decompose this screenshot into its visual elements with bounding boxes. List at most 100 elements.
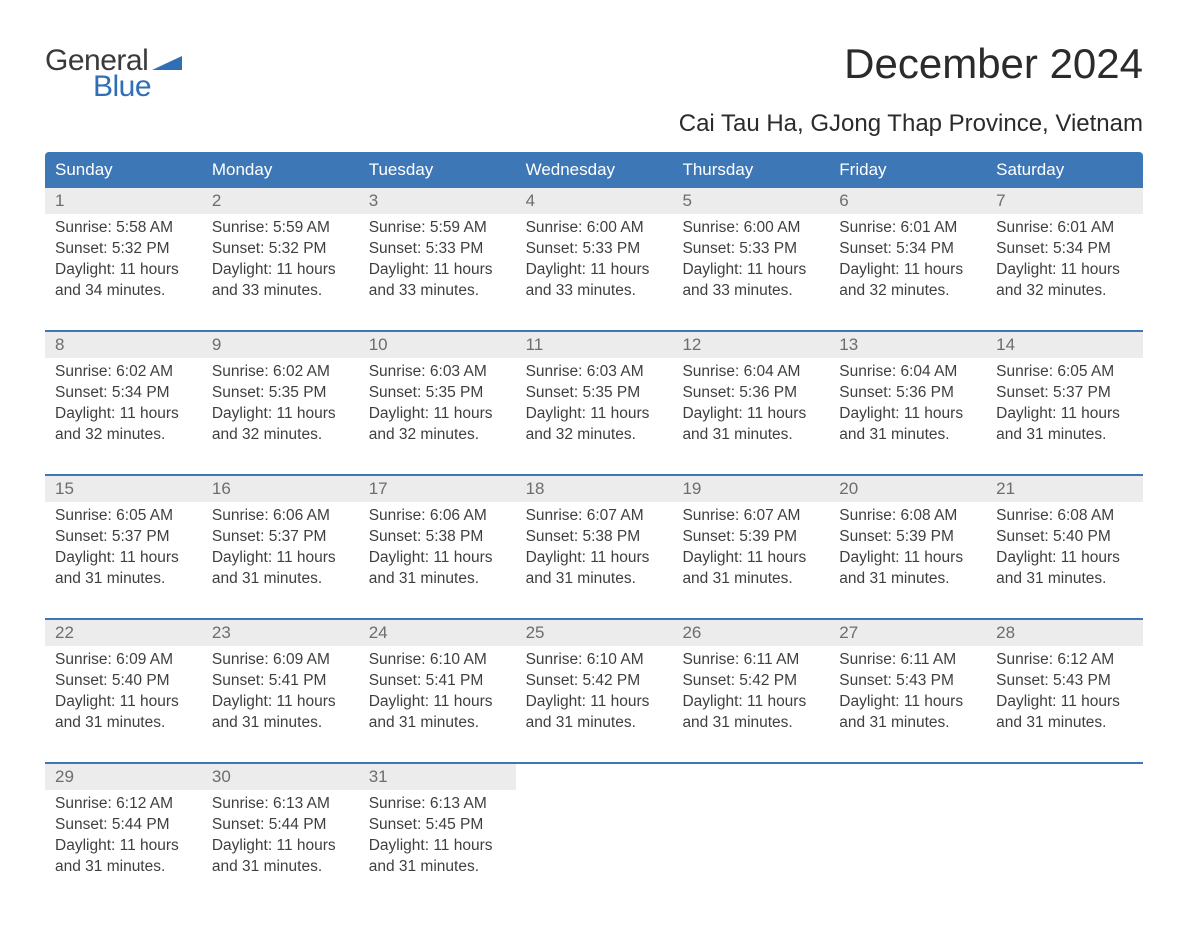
day-cell: 23Sunrise: 6:09 AMSunset: 5:41 PMDayligh… — [202, 620, 359, 748]
day-cell: 8Sunrise: 6:02 AMSunset: 5:34 PMDaylight… — [45, 332, 202, 460]
day-cell: 12Sunrise: 6:04 AMSunset: 5:36 PMDayligh… — [672, 332, 829, 460]
day-cell: 3Sunrise: 5:59 AMSunset: 5:33 PMDaylight… — [359, 188, 516, 316]
day-header: Tuesday — [359, 152, 516, 188]
day-details: Sunrise: 5:58 AMSunset: 5:32 PMDaylight:… — [45, 214, 202, 302]
day-number: 12 — [672, 332, 829, 358]
day-cell: 14Sunrise: 6:05 AMSunset: 5:37 PMDayligh… — [986, 332, 1143, 460]
day-header: Thursday — [672, 152, 829, 188]
day-number: 6 — [829, 188, 986, 214]
day-cell: 13Sunrise: 6:04 AMSunset: 5:36 PMDayligh… — [829, 332, 986, 460]
day-header: Friday — [829, 152, 986, 188]
day-details: Sunrise: 6:00 AMSunset: 5:33 PMDaylight:… — [516, 214, 673, 302]
day-details: Sunrise: 5:59 AMSunset: 5:32 PMDaylight:… — [202, 214, 359, 302]
day-header: Monday — [202, 152, 359, 188]
day-details: Sunrise: 6:05 AMSunset: 5:37 PMDaylight:… — [45, 502, 202, 590]
day-number: 18 — [516, 476, 673, 502]
day-cell: 29Sunrise: 6:12 AMSunset: 5:44 PMDayligh… — [45, 764, 202, 892]
day-number: 5 — [672, 188, 829, 214]
day-number: 24 — [359, 620, 516, 646]
day-cell: 16Sunrise: 6:06 AMSunset: 5:37 PMDayligh… — [202, 476, 359, 604]
day-header: Sunday — [45, 152, 202, 188]
day-details: Sunrise: 6:12 AMSunset: 5:44 PMDaylight:… — [45, 790, 202, 878]
day-cell: 22Sunrise: 6:09 AMSunset: 5:40 PMDayligh… — [45, 620, 202, 748]
day-number: 11 — [516, 332, 673, 358]
day-number: 21 — [986, 476, 1143, 502]
day-details: Sunrise: 6:07 AMSunset: 5:38 PMDaylight:… — [516, 502, 673, 590]
day-cell: 30Sunrise: 6:13 AMSunset: 5:44 PMDayligh… — [202, 764, 359, 892]
day-details: Sunrise: 6:04 AMSunset: 5:36 PMDaylight:… — [672, 358, 829, 446]
day-cell — [829, 764, 986, 892]
calendar: SundayMondayTuesdayWednesdayThursdayFrid… — [45, 152, 1143, 892]
day-number: 3 — [359, 188, 516, 214]
logo: General Blue — [45, 46, 182, 102]
day-cell: 28Sunrise: 6:12 AMSunset: 5:43 PMDayligh… — [986, 620, 1143, 748]
day-number: 7 — [986, 188, 1143, 214]
day-details: Sunrise: 6:11 AMSunset: 5:42 PMDaylight:… — [672, 646, 829, 734]
day-number: 20 — [829, 476, 986, 502]
week-row: 15Sunrise: 6:05 AMSunset: 5:37 PMDayligh… — [45, 474, 1143, 604]
day-number: 25 — [516, 620, 673, 646]
day-cell — [986, 764, 1143, 892]
week-row: 22Sunrise: 6:09 AMSunset: 5:40 PMDayligh… — [45, 618, 1143, 748]
day-details: Sunrise: 6:08 AMSunset: 5:39 PMDaylight:… — [829, 502, 986, 590]
day-cell: 11Sunrise: 6:03 AMSunset: 5:35 PMDayligh… — [516, 332, 673, 460]
day-cell: 19Sunrise: 6:07 AMSunset: 5:39 PMDayligh… — [672, 476, 829, 604]
day-cell: 7Sunrise: 6:01 AMSunset: 5:34 PMDaylight… — [986, 188, 1143, 316]
day-details: Sunrise: 6:13 AMSunset: 5:44 PMDaylight:… — [202, 790, 359, 878]
day-details: Sunrise: 6:09 AMSunset: 5:40 PMDaylight:… — [45, 646, 202, 734]
day-cell: 10Sunrise: 6:03 AMSunset: 5:35 PMDayligh… — [359, 332, 516, 460]
day-details: Sunrise: 5:59 AMSunset: 5:33 PMDaylight:… — [359, 214, 516, 302]
day-cell: 6Sunrise: 6:01 AMSunset: 5:34 PMDaylight… — [829, 188, 986, 316]
day-number: 23 — [202, 620, 359, 646]
day-cell: 9Sunrise: 6:02 AMSunset: 5:35 PMDaylight… — [202, 332, 359, 460]
day-details: Sunrise: 6:01 AMSunset: 5:34 PMDaylight:… — [829, 214, 986, 302]
day-details: Sunrise: 6:03 AMSunset: 5:35 PMDaylight:… — [516, 358, 673, 446]
day-details: Sunrise: 6:07 AMSunset: 5:39 PMDaylight:… — [672, 502, 829, 590]
day-details: Sunrise: 6:00 AMSunset: 5:33 PMDaylight:… — [672, 214, 829, 302]
day-header: Saturday — [986, 152, 1143, 188]
day-number: 19 — [672, 476, 829, 502]
day-number: 30 — [202, 764, 359, 790]
week-row: 8Sunrise: 6:02 AMSunset: 5:34 PMDaylight… — [45, 330, 1143, 460]
day-details: Sunrise: 6:11 AMSunset: 5:43 PMDaylight:… — [829, 646, 986, 734]
day-number: 31 — [359, 764, 516, 790]
day-number: 22 — [45, 620, 202, 646]
day-number: 4 — [516, 188, 673, 214]
day-number: 2 — [202, 188, 359, 214]
day-details: Sunrise: 6:06 AMSunset: 5:37 PMDaylight:… — [202, 502, 359, 590]
day-number: 28 — [986, 620, 1143, 646]
day-number: 29 — [45, 764, 202, 790]
day-details: Sunrise: 6:13 AMSunset: 5:45 PMDaylight:… — [359, 790, 516, 878]
day-cell: 15Sunrise: 6:05 AMSunset: 5:37 PMDayligh… — [45, 476, 202, 604]
day-number: 17 — [359, 476, 516, 502]
day-number: 13 — [829, 332, 986, 358]
day-details: Sunrise: 6:08 AMSunset: 5:40 PMDaylight:… — [986, 502, 1143, 590]
day-cell — [672, 764, 829, 892]
day-details: Sunrise: 6:01 AMSunset: 5:34 PMDaylight:… — [986, 214, 1143, 302]
day-cell: 18Sunrise: 6:07 AMSunset: 5:38 PMDayligh… — [516, 476, 673, 604]
day-details: Sunrise: 6:02 AMSunset: 5:34 PMDaylight:… — [45, 358, 202, 446]
day-number: 27 — [829, 620, 986, 646]
day-cell: 25Sunrise: 6:10 AMSunset: 5:42 PMDayligh… — [516, 620, 673, 748]
day-cell: 17Sunrise: 6:06 AMSunset: 5:38 PMDayligh… — [359, 476, 516, 604]
day-details: Sunrise: 6:03 AMSunset: 5:35 PMDaylight:… — [359, 358, 516, 446]
day-cell: 24Sunrise: 6:10 AMSunset: 5:41 PMDayligh… — [359, 620, 516, 748]
day-cell: 26Sunrise: 6:11 AMSunset: 5:42 PMDayligh… — [672, 620, 829, 748]
page-title: December 2024 — [844, 40, 1143, 88]
day-cell: 31Sunrise: 6:13 AMSunset: 5:45 PMDayligh… — [359, 764, 516, 892]
day-details: Sunrise: 6:06 AMSunset: 5:38 PMDaylight:… — [359, 502, 516, 590]
day-cell: 21Sunrise: 6:08 AMSunset: 5:40 PMDayligh… — [986, 476, 1143, 604]
day-number: 26 — [672, 620, 829, 646]
week-row: 29Sunrise: 6:12 AMSunset: 5:44 PMDayligh… — [45, 762, 1143, 892]
day-number: 1 — [45, 188, 202, 214]
day-cell: 27Sunrise: 6:11 AMSunset: 5:43 PMDayligh… — [829, 620, 986, 748]
day-details: Sunrise: 6:02 AMSunset: 5:35 PMDaylight:… — [202, 358, 359, 446]
day-cell: 1Sunrise: 5:58 AMSunset: 5:32 PMDaylight… — [45, 188, 202, 316]
day-cell: 20Sunrise: 6:08 AMSunset: 5:39 PMDayligh… — [829, 476, 986, 604]
day-details: Sunrise: 6:05 AMSunset: 5:37 PMDaylight:… — [986, 358, 1143, 446]
day-details: Sunrise: 6:04 AMSunset: 5:36 PMDaylight:… — [829, 358, 986, 446]
day-cell: 4Sunrise: 6:00 AMSunset: 5:33 PMDaylight… — [516, 188, 673, 316]
day-number: 14 — [986, 332, 1143, 358]
day-header: Wednesday — [516, 152, 673, 188]
day-header-row: SundayMondayTuesdayWednesdayThursdayFrid… — [45, 152, 1143, 188]
